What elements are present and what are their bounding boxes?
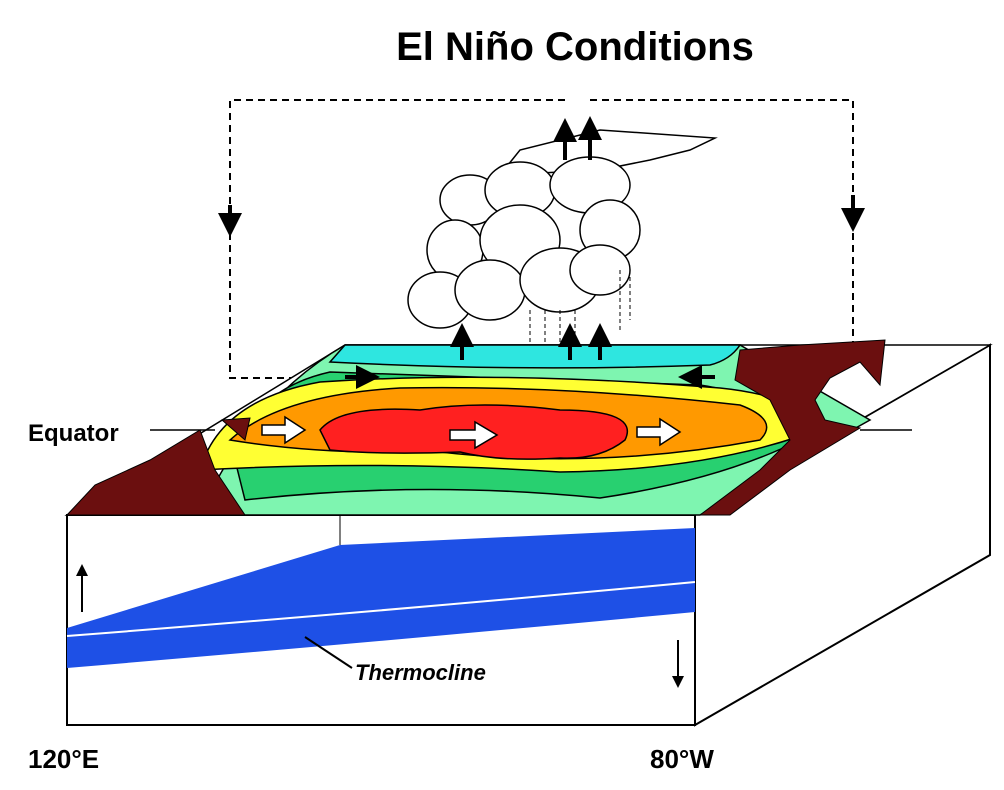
east-label: 80°W xyxy=(650,744,714,774)
west-label: 120°E xyxy=(28,744,99,774)
equator-label: Equator xyxy=(28,420,119,447)
title: El Niño Conditions xyxy=(396,25,754,69)
current-arrows xyxy=(261,415,682,450)
thermocline-label: Thermocline xyxy=(355,660,486,685)
thermocline-layer xyxy=(67,528,695,668)
air-arrows xyxy=(218,116,865,389)
cloud xyxy=(407,129,718,329)
land xyxy=(65,339,886,516)
ocean-box xyxy=(66,343,991,727)
